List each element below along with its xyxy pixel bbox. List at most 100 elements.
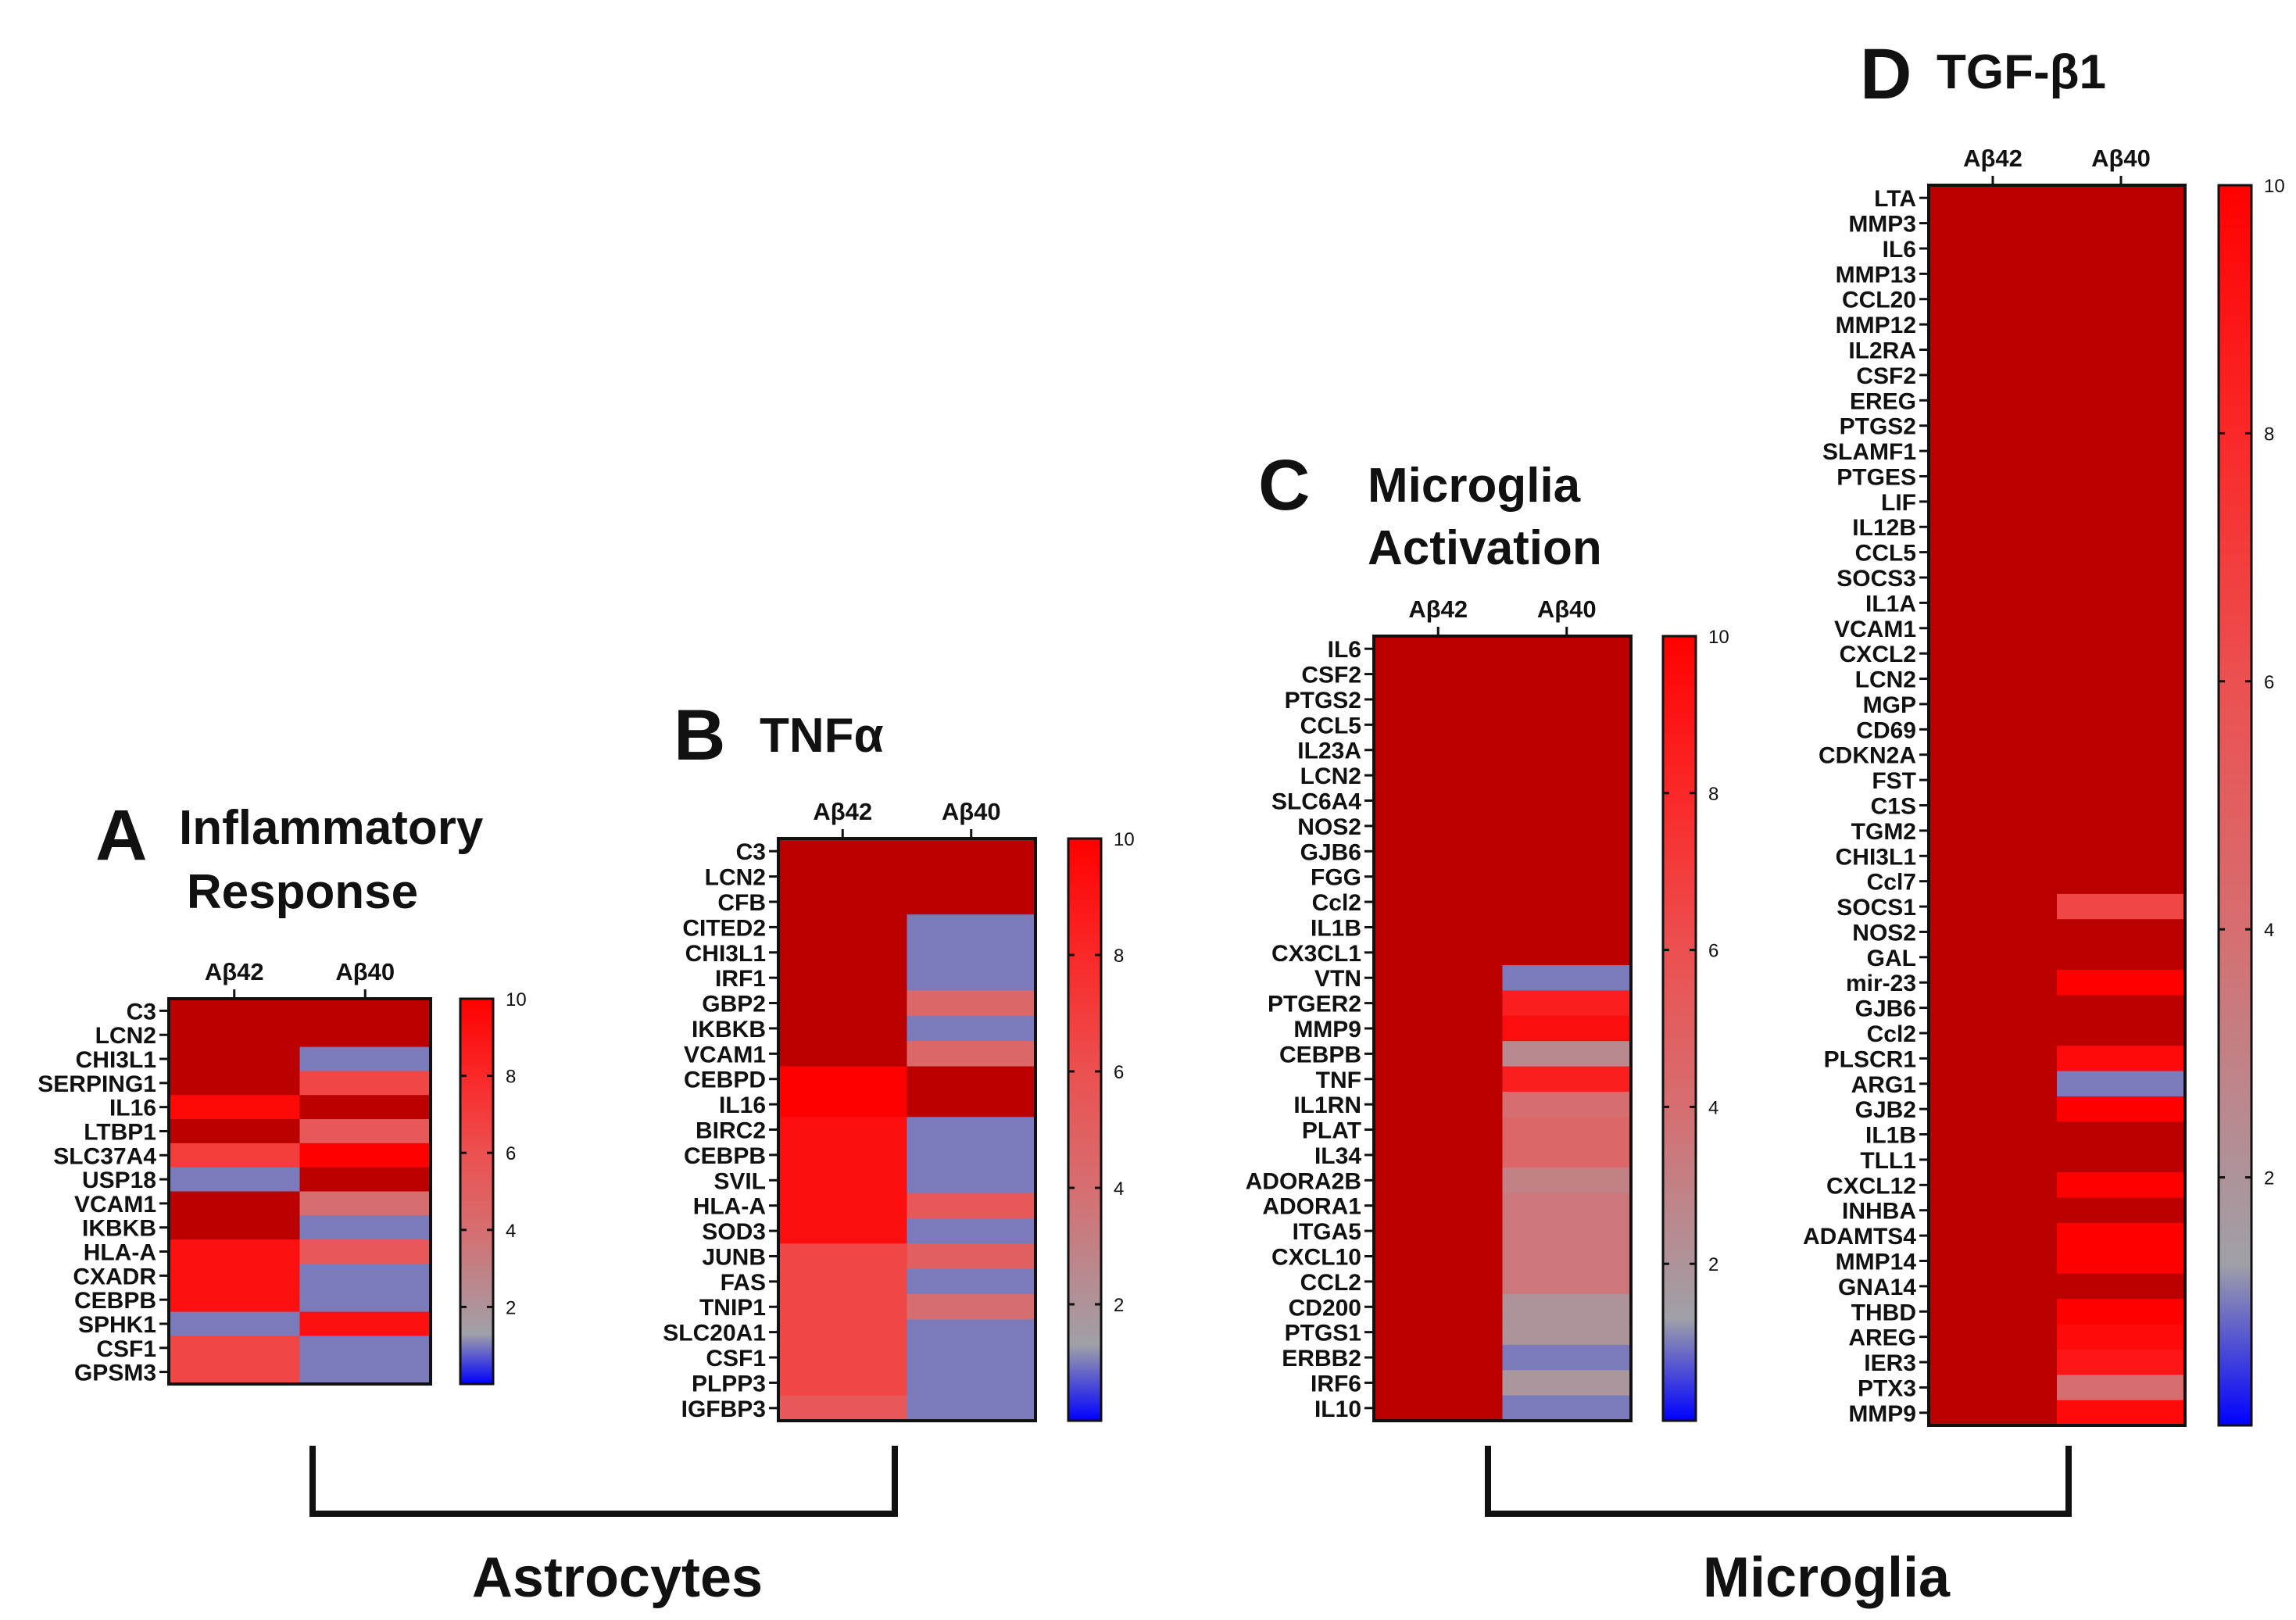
colorbar-tick-label: 2 (506, 1297, 516, 1318)
gene-label: IL23A (1297, 738, 1361, 764)
heatmap-cell (1374, 1142, 1503, 1168)
colorbar (2217, 184, 2253, 1427)
gene-label: CXCL12 (1826, 1173, 1916, 1199)
heatmap-cell (907, 1117, 1036, 1143)
heatmap-cell (169, 1239, 300, 1264)
heatmap-cell (2057, 1146, 2186, 1173)
heatmap-cell (2057, 1071, 2186, 1097)
heatmap-cell (778, 1015, 907, 1042)
gene-label: PTGS2 (1840, 414, 1916, 440)
heatmap-cell (907, 939, 1036, 966)
gene-label: VCAM1 (1834, 617, 1916, 642)
heatmap-cell (169, 1046, 300, 1071)
gene-label: TNF (1316, 1067, 1361, 1093)
gene-label: IKBKB (82, 1216, 156, 1242)
panel-title: Inflammatory (179, 801, 484, 855)
heatmap-cell (1929, 995, 2058, 1021)
heatmap-cell (1374, 737, 1503, 764)
column-label: Aβ42 (1408, 595, 1468, 623)
gene-label: SVIL (713, 1168, 766, 1194)
heatmap-cell (907, 1091, 1036, 1118)
heatmap-cell (2057, 210, 2186, 237)
heatmap-cell (2057, 388, 2186, 413)
heatmap-cell (1929, 970, 2058, 996)
gene-label: SPHK1 (78, 1312, 156, 1338)
heatmap-cell (1502, 1168, 1632, 1194)
heatmap-cell (1374, 1395, 1503, 1422)
heatmap-cell (2057, 944, 2186, 971)
gene-label: IRF6 (1311, 1371, 1361, 1396)
heatmap-cell (1374, 965, 1503, 991)
column-label: Aβ42 (813, 798, 872, 825)
heatmap-cell (907, 1218, 1036, 1244)
heatmap-cell (907, 839, 1036, 864)
heatmap-cell (2057, 1020, 2186, 1046)
heatmap-cell (2057, 463, 2186, 490)
heatmap-cell (1929, 388, 2058, 413)
heatmap-cell (1929, 817, 2058, 844)
gene-label: CHI3L1 (76, 1047, 156, 1073)
panel-letter: A (95, 796, 147, 875)
heatmap-cell (907, 990, 1036, 1017)
colorbar (1661, 635, 1697, 1422)
column-label: Aβ40 (2091, 145, 2151, 172)
heatmap-cell (1502, 1142, 1632, 1168)
heatmap-cell (169, 1287, 300, 1313)
colorbar-tick-label: 10 (506, 989, 527, 1010)
heatmap-cell (1502, 990, 1632, 1017)
heatmap-cell (1929, 1324, 2058, 1350)
gene-label: SOCS3 (1836, 566, 1916, 592)
column-label: Aβ42 (205, 958, 264, 985)
colorbar-tick-label: 10 (2264, 176, 2285, 197)
heatmap-cell (1502, 737, 1632, 764)
heatmap-cell (1929, 539, 2058, 566)
heatmap-cell (778, 1218, 907, 1244)
heatmap-cell (1502, 762, 1632, 789)
heatmap-cell (2057, 717, 2186, 743)
heatmap-cell (2057, 919, 2186, 946)
panel-b: Aβ42 Aβ40 C3LCN2CFBCITED2CHI3L1IRF1GBP2IKB… (663, 696, 1135, 1422)
heatmap-cell (1374, 1268, 1503, 1295)
heatmap-cell (1502, 1066, 1632, 1093)
heatmap-cell (1929, 235, 2058, 262)
gene-label: CEBPB (1279, 1042, 1361, 1067)
heatmap-cell (1929, 691, 2058, 717)
gene-label: LTA (1874, 186, 1916, 212)
heatmap-cell (1502, 864, 1632, 890)
gene-label: NOS2 (1297, 814, 1361, 840)
heatmap-cell (1374, 1243, 1503, 1270)
gene-label: GJB2 (1855, 1097, 1916, 1123)
heatmap-cell (2057, 792, 2186, 819)
gene-label: IL1A (1865, 591, 1916, 617)
heatmap-cell (2057, 666, 2186, 692)
colorbar-tick-label: 4 (2264, 920, 2274, 941)
heatmap-cell (1929, 261, 2058, 288)
heatmap-cell (1929, 362, 2058, 388)
panel-letter: C (1258, 445, 1310, 525)
heatmap-cell (1929, 742, 2058, 768)
group-label-microglia: Microglia (1703, 1547, 1951, 1609)
gene-label: MGP (1863, 692, 1916, 718)
colorbar-tick-label: 8 (1114, 946, 1124, 967)
gene-label: PLPP3 (692, 1371, 766, 1396)
heatmap-cell (1374, 1168, 1503, 1194)
heatmap-cell (2057, 1324, 2186, 1350)
gene-label: MMP9 (1848, 1401, 1916, 1427)
heatmap-cell (907, 1370, 1036, 1396)
gene-label: VCAM1 (74, 1192, 156, 1218)
heatmap-cell (1502, 661, 1632, 688)
heatmap-cell (1929, 1146, 2058, 1173)
heatmap-cell (2057, 843, 2186, 869)
heatmap-cell (1374, 1091, 1503, 1118)
heatmap-cell (2057, 1121, 2186, 1148)
column-label: Aβ40 (942, 798, 1001, 825)
gene-label: SOD3 (702, 1219, 766, 1245)
heatmap-cell (2057, 235, 2186, 262)
heatmap-cell (778, 1091, 907, 1118)
heatmap-cell (778, 1117, 907, 1143)
gene-label: CXCL2 (1840, 642, 1916, 667)
gene-label: SOCS1 (1836, 895, 1916, 921)
heatmap-cell (1374, 1066, 1503, 1093)
gene-label: LIF (1881, 490, 1916, 516)
heatmap-cell (1502, 1117, 1632, 1143)
